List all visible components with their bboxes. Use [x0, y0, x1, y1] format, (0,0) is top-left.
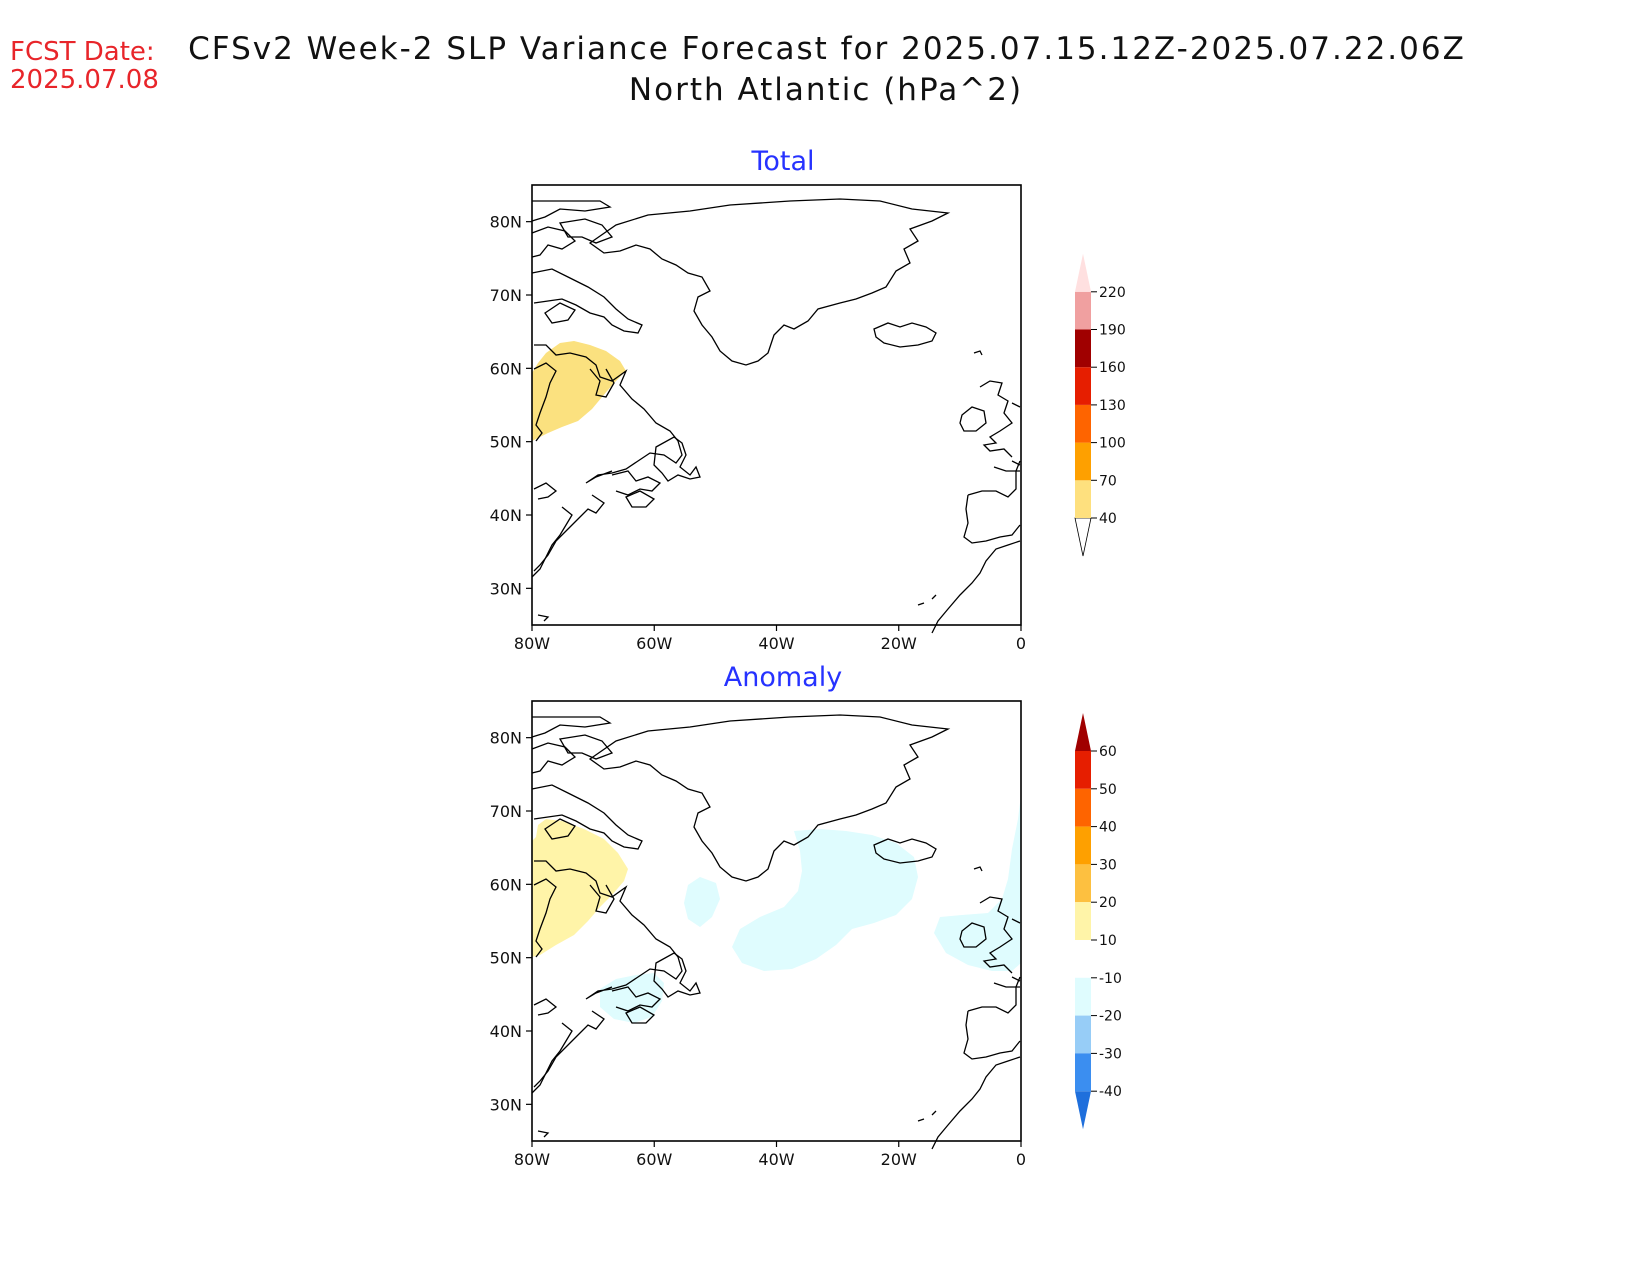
colorbar-label: -20: [1099, 1009, 1122, 1025]
total-shade-labrador: [532, 341, 626, 441]
colorbar-segment: [1075, 751, 1091, 789]
lon-tick-label: 40W: [758, 1150, 794, 1169]
colorbar-label: 40: [1099, 511, 1117, 527]
panel-anomaly-map: 80N 70N 60N 50N 40N 30N 80W 60W 40W 20W 0: [490, 700, 1026, 1169]
colorbar-segment: [1075, 329, 1091, 368]
lat-tick-label: 80N: [490, 729, 522, 748]
colorbar-label: 30: [1099, 857, 1117, 873]
colorbar-segment: [1075, 291, 1091, 330]
colorbar-upper-arrow: [1075, 713, 1091, 751]
anomaly-shade-central-atlantic: [732, 829, 918, 971]
lon-tick-label: 80W: [514, 634, 550, 653]
colorbar-segment: [1075, 404, 1091, 443]
colorbar-segment: [1075, 826, 1091, 865]
colorbar-segment: [1075, 1015, 1091, 1054]
anomaly-shade-british-isles: [934, 795, 1021, 971]
colorbar-segment: [1075, 442, 1091, 481]
colorbar-label: 100: [1099, 436, 1126, 452]
colorbar-label: -40: [1099, 1084, 1122, 1100]
colorbar-label: -10: [1099, 971, 1122, 987]
panel-anomaly-title: Anomaly: [724, 662, 842, 693]
lon-tick-label: 60W: [636, 634, 672, 653]
colorbar-label: 20: [1099, 895, 1117, 911]
anomaly-shade-greenland-south: [684, 877, 720, 927]
lon-tick-label: 20W: [881, 634, 917, 653]
colorbar-segment: [1075, 977, 1091, 1016]
lon-tick-label: 20W: [881, 1150, 917, 1169]
lat-tick-label: 30N: [490, 1095, 522, 1114]
lon-tick-label: 0: [1016, 1150, 1026, 1169]
lat-tick-label: 70N: [490, 802, 522, 821]
panel-total-map: 80N 70N 60N 50N 40N 30N 80W 60W 40W 20W 0: [490, 184, 1026, 653]
anomaly-shade-labrador-positive: [532, 819, 628, 957]
colorbar-lower-arrow: [1074, 517, 1092, 557]
lat-axis: 80N 70N 60N 50N 40N 30N: [490, 213, 532, 598]
lon-tick-label: 60W: [636, 1150, 672, 1169]
fcst-date-label: FCST Date:: [10, 37, 155, 67]
lat-tick-label: 60N: [490, 359, 522, 378]
colorbar-label: 10: [1099, 933, 1117, 949]
colorbar-label: 60: [1099, 744, 1117, 760]
lon-tick-label: 0: [1016, 634, 1026, 653]
panel-total-title: Total: [750, 146, 814, 177]
colorbar-upper-arrow: [1075, 253, 1091, 292]
colorbar-label: -30: [1099, 1046, 1122, 1062]
lat-tick-label: 50N: [490, 433, 522, 452]
colorbar-lower-arrow: [1075, 1091, 1091, 1130]
colorbar-label: 50: [1099, 782, 1117, 798]
lat-tick-label: 30N: [490, 579, 522, 598]
lat-tick-label: 50N: [490, 949, 522, 968]
colorbar-segment: [1075, 940, 1091, 978]
lat-tick-label: 60N: [490, 875, 522, 894]
main-subtitle: North Atlantic (hPa^2): [629, 72, 1023, 108]
colorbar-segment: [1075, 480, 1091, 518]
colorbar-anomaly: 60 50 40 30 20 10 -10 -20 -30 -40: [1075, 713, 1122, 1130]
lat-tick-label: 40N: [490, 1022, 522, 1041]
colorbar-segment: [1075, 367, 1091, 405]
colorbar-label: 40: [1099, 820, 1117, 836]
colorbar-total: 40 70 100 130 160 190 220: [1074, 253, 1126, 557]
anomaly-shade-nova-scotia: [600, 973, 664, 1023]
lon-tick-label: 40W: [758, 634, 794, 653]
colorbar-label: 70: [1099, 473, 1117, 489]
lon-tick-label: 80W: [514, 1150, 550, 1169]
lon-axis: 80W 60W 40W 20W 0: [514, 1141, 1026, 1169]
lat-tick-label: 70N: [490, 286, 522, 305]
colorbar-label: 130: [1099, 398, 1126, 414]
main-title: CFSv2 Week-2 SLP Variance Forecast for 2…: [188, 31, 1466, 67]
colorbar-segment: [1075, 788, 1091, 827]
colorbar-label: 160: [1099, 360, 1126, 376]
colorbar-segment: [1075, 864, 1091, 903]
lat-tick-label: 40N: [490, 506, 522, 525]
lon-axis: 80W 60W 40W 20W 0: [514, 625, 1026, 653]
colorbar-segment: [1075, 902, 1091, 940]
colorbar-label: 220: [1099, 285, 1126, 301]
map-background: [532, 185, 1021, 625]
lat-tick-label: 80N: [490, 213, 522, 232]
colorbar-label: 190: [1099, 323, 1126, 339]
lat-axis: 80N 70N 60N 50N 40N 30N: [490, 729, 532, 1114]
fcst-date-value: 2025.07.08: [10, 65, 159, 95]
colorbar-segment: [1075, 1053, 1091, 1092]
